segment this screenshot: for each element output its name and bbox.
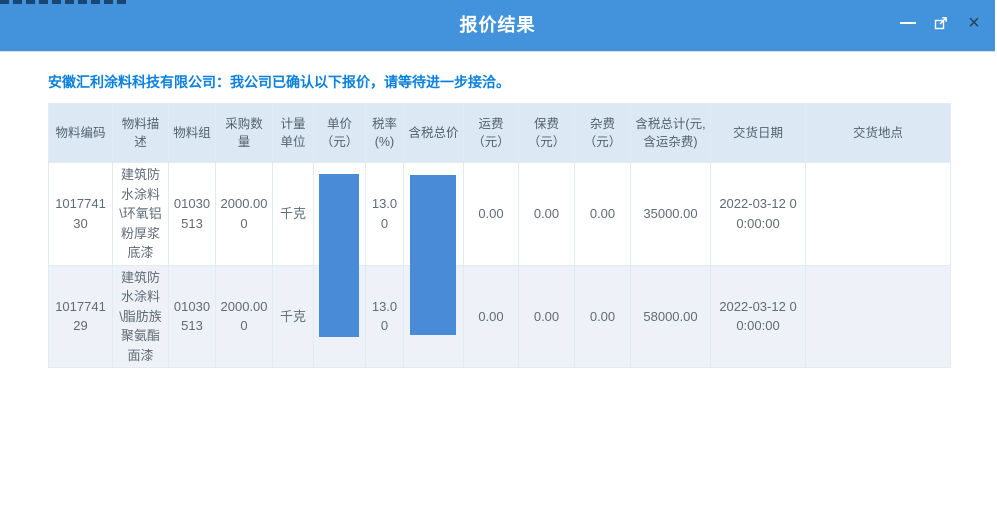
- maximize-button[interactable]: [932, 14, 950, 32]
- cell-insurance: 0.00: [518, 264, 575, 368]
- cell-freight: 0.00: [463, 264, 519, 368]
- cell-delivery-date: 2022-03-12 00:00:00: [710, 264, 806, 368]
- table-row: 101774129 建筑防水涂料\脂肪族聚氨酯面漆 01030513 2000.…: [48, 264, 951, 368]
- col-header-delivery-place: 交货地点: [805, 103, 951, 163]
- cell-insurance: 0.00: [518, 162, 575, 266]
- cell-grand-total: 35000.00: [630, 162, 711, 266]
- window-controls: ×: [899, 12, 983, 34]
- col-header-misc-fee: 杂费（元）: [574, 103, 631, 163]
- cell-tax-rate: 13.00: [365, 264, 404, 368]
- close-button[interactable]: ×: [965, 12, 983, 34]
- col-header-grand-total: 含税总计(元,含运杂费): [630, 103, 711, 163]
- cell-material-desc: 建筑防水涂料\环氧铝粉厚浆底漆: [112, 162, 169, 266]
- close-icon: ×: [968, 12, 980, 34]
- table-header-row: 物料编码 物料描述 物料组 采购数量 计量单位 单价（元） 税率(%) 含税总价…: [48, 103, 951, 163]
- dialog-title: 报价结果: [459, 15, 536, 35]
- background-window-artifact: [0, 0, 130, 4]
- dialog-titlebar: 报价结果 ×: [0, 0, 995, 52]
- cell-freight: 0.00: [463, 162, 519, 266]
- col-header-material-group: 物料组: [168, 103, 216, 163]
- minimize-icon: [900, 22, 916, 24]
- cell-purchase-qty: 2000.000: [215, 264, 273, 368]
- col-header-material-code: 物料编码: [48, 103, 113, 163]
- minimize-button[interactable]: [899, 14, 917, 32]
- col-header-unit: 计量单位: [272, 103, 314, 163]
- cell-delivery-place: [805, 264, 951, 368]
- col-header-insurance: 保费（元）: [518, 103, 575, 163]
- table-row: 101774130 建筑防水涂料\环氧铝粉厚浆底漆 01030513 2000.…: [48, 162, 951, 266]
- price-redaction-mask: [319, 174, 359, 337]
- cell-delivery-date: 2022-03-12 00:00:00: [710, 162, 806, 266]
- cell-material-code: 101774130: [48, 162, 113, 266]
- cell-purchase-qty: 2000.000: [215, 162, 273, 266]
- col-header-total-price-with-tax: 含税总价: [403, 103, 464, 163]
- cell-material-desc: 建筑防水涂料\脂肪族聚氨酯面漆: [112, 264, 169, 368]
- cell-delivery-place: [805, 162, 951, 266]
- cell-grand-total: 58000.00: [630, 264, 711, 368]
- maximize-icon: [934, 16, 948, 30]
- quote-result-table: 物料编码 物料描述 物料组 采购数量 计量单位 单价（元） 税率(%) 含税总价…: [48, 103, 951, 368]
- col-header-unit-price: 单价（元）: [313, 103, 366, 163]
- col-header-freight: 运费（元）: [463, 103, 519, 163]
- col-header-delivery-date: 交货日期: [710, 103, 806, 163]
- price-redaction-mask: [410, 175, 456, 335]
- cell-material-code: 101774129: [48, 264, 113, 368]
- confirmation-message: 安徽汇利涂料科技有限公司：我公司已确认以下报价，请等待进一步接洽。: [48, 74, 510, 90]
- col-header-purchase-qty: 采购数量: [215, 103, 273, 163]
- cell-material-group: 01030513: [168, 162, 216, 266]
- col-header-material-desc: 物料描述: [112, 103, 169, 163]
- col-header-tax-rate: 税率(%): [365, 103, 404, 163]
- cell-unit: 千克: [272, 264, 314, 368]
- cell-misc-fee: 0.00: [574, 264, 631, 368]
- cell-unit: 千克: [272, 162, 314, 266]
- cell-tax-rate: 13.00: [365, 162, 404, 266]
- cell-misc-fee: 0.00: [574, 162, 631, 266]
- cell-material-group: 01030513: [168, 264, 216, 368]
